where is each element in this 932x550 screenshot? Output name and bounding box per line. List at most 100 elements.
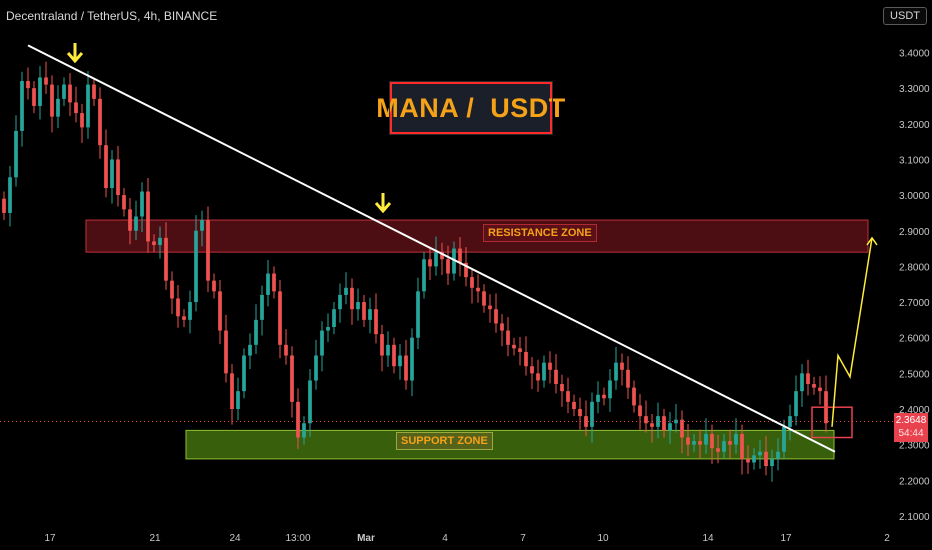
support-zone [185, 429, 835, 460]
candle-body [500, 323, 504, 331]
candle-body [218, 291, 222, 331]
candle-body [146, 191, 150, 242]
candle-body [680, 419, 684, 438]
candle-body [734, 433, 738, 445]
candle-body [740, 433, 744, 459]
arrow-marker-1-head [66, 52, 84, 64]
candle-body [26, 81, 30, 89]
candle-body [278, 291, 282, 345]
y-tick-label: 2.4000 [899, 405, 930, 416]
candle-body [224, 330, 228, 374]
candle-body [764, 451, 768, 467]
candle-body [776, 451, 780, 459]
candle-body [170, 280, 174, 299]
candle-body [56, 98, 60, 117]
candle-body [446, 259, 450, 274]
candle-body [134, 216, 138, 231]
currency-button[interactable]: USDT [883, 7, 927, 25]
candle-body [68, 84, 72, 103]
candle-body [794, 391, 798, 417]
last-price-value: 2.3648 [895, 415, 927, 426]
candle-body [38, 77, 42, 106]
resistance-zone-label: RESISTANCE ZONE [483, 224, 597, 242]
candle-body [320, 330, 324, 356]
last-price-tag: 2.3648 54:44 [894, 413, 928, 442]
candle-body [266, 273, 270, 295]
candle-body [356, 302, 360, 310]
candle-body [410, 337, 414, 381]
candle-body [302, 423, 306, 438]
candle-body [752, 455, 756, 463]
x-tick-label: 2 [884, 533, 890, 544]
x-tick-label: 17 [780, 533, 792, 544]
candle-body [230, 373, 234, 409]
candle-body [812, 384, 816, 388]
trendline [27, 44, 836, 453]
x-tick-label: 13:00 [285, 533, 310, 544]
entry-box [811, 406, 853, 439]
candle-body [626, 369, 630, 388]
candle-body [158, 237, 162, 246]
candle-body [602, 394, 606, 399]
candle-body [470, 277, 474, 288]
candle-body [650, 423, 654, 427]
candle-body [272, 273, 276, 292]
candle-body [464, 262, 468, 278]
candle-body [434, 252, 438, 267]
candle-body [560, 384, 564, 392]
y-tick-label: 3.2000 [899, 120, 930, 131]
candle-body [104, 145, 108, 188]
candle-body [638, 405, 642, 417]
y-tick-label: 3.1000 [899, 155, 930, 166]
candle-body [536, 373, 540, 381]
candle-body [122, 195, 126, 210]
y-tick-label: 2.2000 [899, 476, 930, 487]
candle-body [44, 77, 48, 85]
y-tick-label: 2.1000 [899, 512, 930, 523]
x-tick-label: 21 [149, 533, 161, 544]
candle-body [548, 362, 552, 370]
candle-body [698, 441, 702, 445]
candle-body [530, 366, 534, 374]
candle-body [374, 309, 378, 335]
candle-body [452, 248, 456, 274]
candle-body [74, 102, 78, 114]
candle-body [152, 241, 156, 246]
candle-body [428, 259, 432, 267]
candle-body [206, 220, 210, 281]
x-tick-label: 7 [520, 533, 526, 544]
candle-body [2, 198, 6, 213]
candle-body [20, 81, 24, 131]
resistance-zone [85, 219, 869, 253]
y-tick-label: 2.8000 [899, 262, 930, 273]
symbol-header: Decentraland / TetherUS, 4h, BINANCE [6, 9, 218, 23]
candle-body [344, 287, 348, 295]
y-tick-label: 3.4000 [899, 49, 930, 60]
candle-body [116, 159, 120, 196]
candle-body [728, 441, 732, 445]
candle-body [458, 248, 462, 263]
candle-body [248, 344, 252, 356]
candle-body [362, 302, 366, 320]
candle-body [632, 387, 636, 406]
candle-body [332, 309, 336, 328]
candle-body [140, 191, 144, 217]
candle-body [572, 401, 576, 409]
candle-body [518, 348, 522, 352]
candle-body [584, 416, 588, 427]
arrow-marker-2-head [374, 202, 392, 214]
candle-body [290, 355, 294, 402]
candle-body [254, 319, 258, 345]
candle-body [50, 84, 54, 117]
candle-body [380, 334, 384, 356]
candle-body [566, 391, 570, 402]
candle-body [110, 159, 114, 188]
candle-body [422, 259, 426, 292]
candle-body [188, 302, 192, 320]
y-tick-label: 2.9000 [899, 227, 930, 238]
candle-body [236, 391, 240, 409]
candle-body [656, 416, 660, 427]
candle-body [806, 373, 810, 385]
y-tick-label: 2.5000 [899, 369, 930, 380]
